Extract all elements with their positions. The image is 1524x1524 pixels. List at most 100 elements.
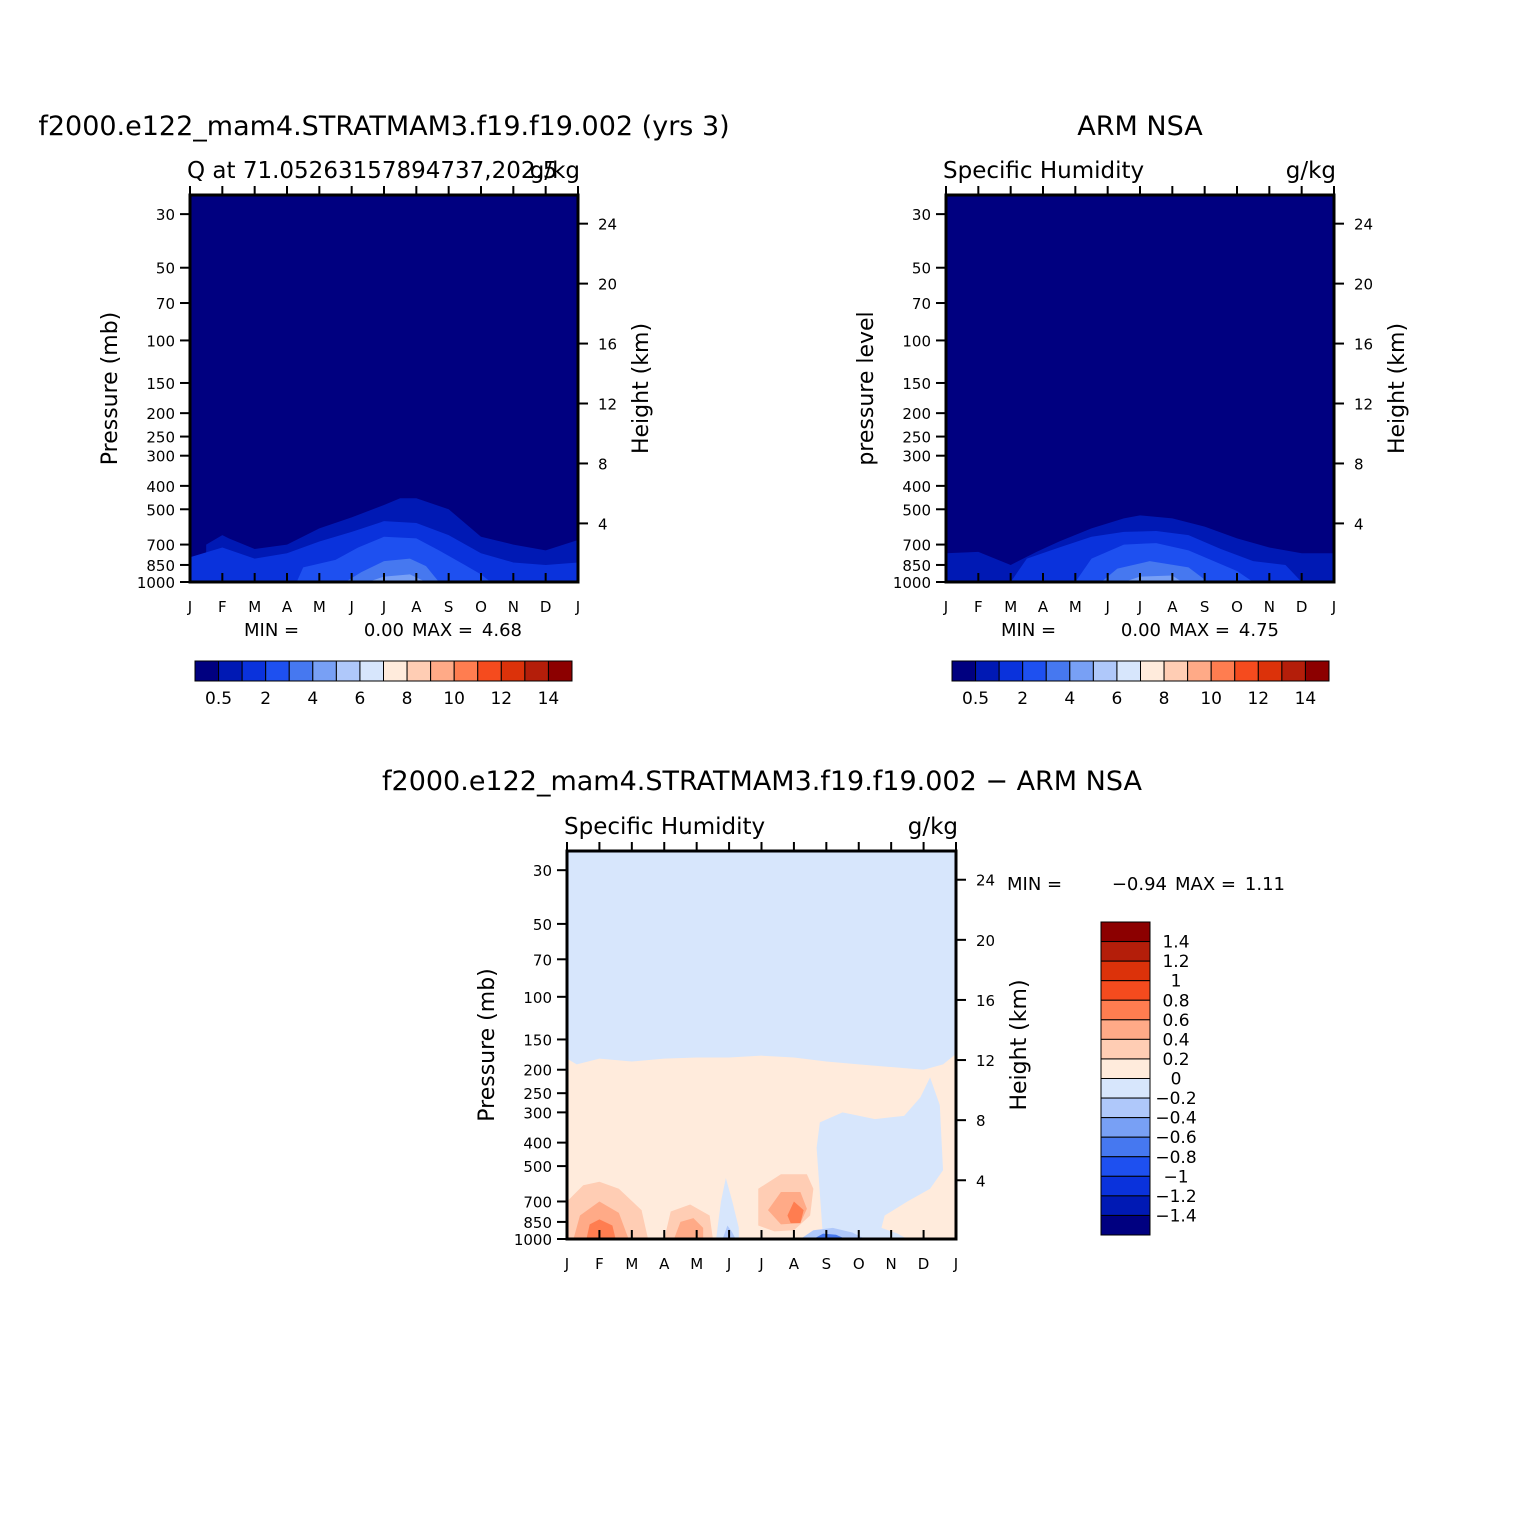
x-tick-label: M: [625, 1255, 638, 1273]
colorbar-swatch: [288, 660, 314, 682]
y-right-tick-label: 12: [1354, 396, 1373, 414]
colorbar-swatch: [383, 660, 408, 682]
x-tick-label: M: [313, 598, 326, 616]
colorbar-label: 2: [260, 689, 271, 709]
colorbar: 0.5 2 4 6 8 10 12 14: [194, 660, 573, 709]
y-right-tick-label: 24: [1354, 216, 1373, 234]
y-right-tick-label: 20: [976, 932, 995, 950]
panel-1: f2000.e122_mam4.STRATMAM3.f19.f19.002 (y…: [38, 111, 729, 709]
colorbar-label: 0.5: [205, 689, 232, 709]
max-label: MAX =: [412, 620, 473, 641]
colorbar-swatch: [1116, 660, 1141, 682]
colorbar-swatch: [1234, 660, 1259, 682]
colorbar-label: 1.4: [1162, 933, 1189, 953]
y-tick-label: 200: [146, 405, 175, 423]
colorbar-swatch: [1045, 660, 1071, 682]
colorbar-label: −0.6: [1155, 1128, 1196, 1148]
panel-title: f2000.e122_mam4.STRATMAM3.f19.f19.002 (y…: [38, 111, 729, 142]
max-value: 4.75: [1239, 620, 1279, 641]
panel-3: f2000.e122_mam4.STRATMAM3.f19.f19.002 − …: [382, 766, 1285, 1273]
colorbar-swatch: [998, 660, 1024, 682]
y-right-axis-label: Height (km): [629, 323, 654, 454]
x-tick-label: F: [218, 598, 227, 616]
min-value: 0.00: [1121, 620, 1161, 641]
y-tick-label: 70: [912, 295, 931, 313]
colorbar-swatch: [1100, 1097, 1151, 1119]
y-tick-label: 400: [523, 1135, 552, 1153]
colorbar-swatch: [1281, 660, 1306, 682]
y-tick-label: 100: [523, 989, 552, 1007]
y-tick-label: 300: [146, 448, 175, 466]
colorbar-label: 4: [1064, 689, 1075, 709]
colorbar-label: 12: [490, 689, 512, 709]
colorbar-label: 0.5: [962, 689, 989, 709]
colorbar-label: −0.2: [1155, 1089, 1196, 1109]
min-value: −0.94: [1112, 874, 1167, 895]
colorbar-swatch: [1022, 660, 1047, 682]
x-tick-label: J: [943, 598, 948, 616]
panel-units: g/kg: [1286, 158, 1336, 184]
y-right-tick-label: 12: [976, 1052, 995, 1070]
y-right-tick-label: 8: [598, 455, 608, 473]
x-tick-label: J: [348, 598, 353, 616]
colorbar-swatch: [1100, 1175, 1151, 1197]
colorbar-swatch: [1100, 941, 1151, 962]
y-tick-label: 300: [902, 448, 931, 466]
y-tick-label: 850: [902, 557, 931, 575]
plot-area: [567, 851, 956, 1239]
colorbar-swatch: [951, 660, 977, 682]
y-tick-label: 100: [902, 332, 931, 350]
colorbar-label: 0.6: [1162, 1011, 1189, 1031]
panel-units: g/kg: [530, 158, 580, 184]
y-tick-label: 850: [523, 1214, 552, 1232]
colorbar-swatch: [241, 660, 267, 682]
min-label: MIN =: [1001, 620, 1056, 641]
colorbar-label: 1: [1171, 972, 1182, 992]
x-tick-label: J: [1104, 598, 1109, 616]
x-tick-label: F: [595, 1255, 604, 1273]
colorbar-swatch: [1187, 660, 1212, 682]
contour-fill-negative-1: [716, 1178, 739, 1239]
max-value: 1.11: [1245, 874, 1285, 895]
x-tick-label: D: [540, 598, 552, 616]
y-axis-label: Pressure (mb): [98, 312, 123, 466]
y-right-tick-label: 16: [598, 336, 617, 354]
colorbar-label: −0.8: [1155, 1148, 1196, 1168]
colorbar-swatch: [500, 660, 526, 682]
colorbar-swatch: [453, 660, 479, 682]
colorbar-swatch: [975, 660, 1000, 682]
y-tick-label: 70: [533, 951, 552, 969]
panel-2: ARM NSA Specific Humidity g/kg J F M A M J J A S O N D…: [854, 111, 1410, 709]
max-label: MAX =: [1169, 620, 1230, 641]
y-tick-label: 150: [146, 375, 175, 393]
y-tick-label: 400: [902, 478, 931, 496]
colorbar-swatch: [1100, 999, 1151, 1021]
colorbar-label: 0: [1171, 1070, 1182, 1090]
x-tick-label: J: [726, 1255, 731, 1273]
colorbar-label: −1.4: [1155, 1206, 1196, 1226]
x-tick-label: A: [659, 1255, 670, 1273]
y-right-axis-label: Height (km): [1385, 323, 1410, 454]
y-right-axis-label: Height (km): [1007, 979, 1032, 1110]
colorbar-label: 0.4: [1162, 1030, 1189, 1050]
colorbar-swatch: [430, 660, 455, 682]
x-tick-label: M: [690, 1255, 703, 1273]
colorbar-label: 8: [402, 689, 413, 709]
y-tick-label: 700: [523, 1193, 552, 1211]
x-tick-label: J: [953, 1255, 958, 1273]
contour-fill-4: [1123, 575, 1183, 582]
x-tick-label: O: [1231, 598, 1243, 616]
colorbar-label: 2: [1017, 689, 1028, 709]
colorbar-label: 4: [307, 689, 318, 709]
y-tick-label: 500: [146, 501, 175, 519]
colorbar-swatch: [312, 660, 337, 682]
y-tick-label: 50: [533, 916, 552, 934]
min-max-stats: MIN = 0.00 MAX = 4.68: [244, 620, 522, 641]
x-tick-label: N: [1264, 598, 1275, 616]
colorbar-label: 0.2: [1162, 1050, 1189, 1070]
x-tick-label: S: [444, 598, 454, 616]
colorbar-label: −0.4: [1155, 1109, 1196, 1129]
x-tick-label: J: [758, 1255, 763, 1273]
x-tick-label: S: [1200, 598, 1210, 616]
colorbar-label: 14: [538, 689, 560, 709]
